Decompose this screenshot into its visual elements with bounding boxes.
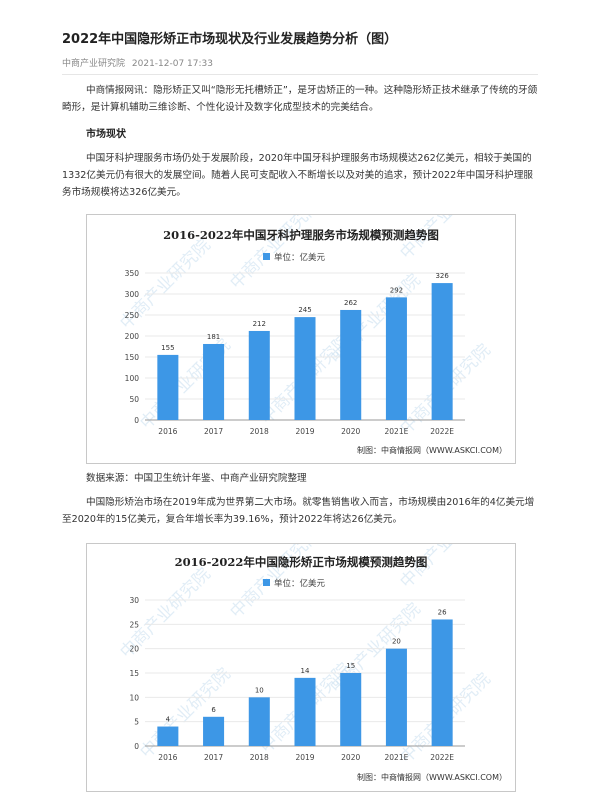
aligner-market-chart-svg: 中商产业研究院中商产业研究院中商产业研究院中商产业研究院中商产业研究院中商产业研… bbox=[116, 544, 507, 782]
bar-value-label: 292 bbox=[390, 286, 403, 294]
y-tick-label: 5 bbox=[134, 718, 139, 727]
y-tick-label: 15 bbox=[129, 669, 139, 678]
bar-2020 bbox=[340, 673, 362, 746]
y-tick-label: 200 bbox=[125, 332, 140, 341]
y-tick-label: 20 bbox=[129, 645, 139, 654]
article-source[interactable]: 中商产业研究院 bbox=[62, 59, 126, 69]
y-tick-label: 150 bbox=[125, 353, 140, 362]
x-tick-label: 2017 bbox=[204, 753, 223, 762]
chart-legend: 单位：亿美元 bbox=[263, 578, 326, 589]
bar-2017 bbox=[203, 716, 225, 746]
x-tick-label: 2021E bbox=[385, 753, 409, 762]
bar-2020 bbox=[340, 309, 362, 420]
bar-value-label: 15 bbox=[346, 662, 355, 670]
bar-value-label: 6 bbox=[211, 706, 216, 714]
x-tick-label: 2017 bbox=[204, 427, 223, 436]
y-tick-label: 30 bbox=[129, 596, 139, 605]
bar-2021E bbox=[385, 648, 407, 746]
legend-swatch bbox=[263, 579, 270, 586]
chart-title: 2016-2022年中国隐形矫正市场规模预测趋势图 bbox=[175, 555, 428, 569]
x-tick-label: 2020 bbox=[341, 753, 360, 762]
bar-2019 bbox=[294, 317, 316, 420]
bar-value-label: 20 bbox=[392, 638, 401, 646]
article-date: 2021-12-07 17:33 bbox=[131, 59, 213, 69]
x-tick-label: 2016 bbox=[158, 753, 177, 762]
section-heading: 市场现状 bbox=[86, 129, 126, 140]
y-tick-label: 100 bbox=[125, 374, 140, 383]
bar-value-label: 262 bbox=[344, 299, 357, 307]
y-tick-label: 25 bbox=[129, 620, 139, 629]
data-source-note: 数据来源：中国卫生统计年鉴、中商产业研究院整理 bbox=[86, 473, 307, 484]
legend-swatch bbox=[263, 253, 270, 260]
bar-value-label: 14 bbox=[301, 667, 310, 675]
y-tick-label: 0 bbox=[134, 416, 139, 425]
x-tick-label: 2019 bbox=[295, 427, 314, 436]
chart-credit: 制图：中商情报网（WWW.ASKCI.COM） bbox=[357, 445, 507, 455]
x-tick-label: 2020 bbox=[341, 427, 360, 436]
chart-legend: 单位：亿美元 bbox=[263, 252, 326, 263]
title-divider bbox=[62, 74, 538, 75]
y-tick-label: 0 bbox=[134, 742, 139, 751]
aligner-paragraph: 中国隐形矫治市场在2019年成为世界第二大市场。就零售销售收入而言，市场规模由2… bbox=[62, 497, 535, 525]
dental-market-chart: 中商产业研究院中商产业研究院中商产业研究院中商产业研究院中商产业研究院中商产业研… bbox=[86, 214, 516, 464]
bar-value-label: 181 bbox=[207, 333, 220, 341]
aligner-market-chart: 中商产业研究院中商产业研究院中商产业研究院中商产业研究院中商产业研究院中商产业研… bbox=[86, 543, 516, 792]
x-tick-label: 2019 bbox=[295, 753, 314, 762]
x-tick-label: 2018 bbox=[250, 753, 269, 762]
y-tick-label: 10 bbox=[129, 693, 139, 702]
bar-2022E bbox=[431, 283, 453, 420]
y-tick-label: 300 bbox=[125, 290, 140, 299]
x-tick-label: 2018 bbox=[250, 427, 269, 436]
bar-2016 bbox=[157, 354, 179, 420]
bar-2016 bbox=[157, 726, 179, 746]
legend-label: 单位：亿美元 bbox=[274, 252, 326, 263]
bar-value-label: 4 bbox=[166, 716, 171, 724]
y-tick-label: 350 bbox=[125, 269, 140, 278]
article-title: 2022年中国隐形矫正市场现状及行业发展趋势分析（图） bbox=[62, 32, 398, 47]
bar-value-label: 10 bbox=[255, 686, 264, 694]
bar-value-label: 245 bbox=[298, 306, 311, 314]
bar-value-label: 212 bbox=[253, 320, 266, 328]
bar-value-label: 326 bbox=[435, 272, 449, 280]
bar-2022E bbox=[431, 619, 453, 746]
dental-market-chart-svg: 中商产业研究院中商产业研究院中商产业研究院中商产业研究院中商产业研究院中商产业研… bbox=[116, 215, 507, 455]
market-paragraph: 中国牙科护理服务市场仍处于发展阶段，2020年中国牙科护理服务市场规模达262亿… bbox=[62, 153, 533, 198]
article-meta: 中商产业研究院 2021-12-07 17:33 bbox=[62, 58, 217, 70]
bar-value-label: 26 bbox=[438, 608, 447, 616]
x-tick-label: 2021E bbox=[385, 427, 409, 436]
y-tick-label: 50 bbox=[129, 395, 139, 404]
bar-2019 bbox=[294, 677, 316, 746]
watermark-text: 中商产业研究院 bbox=[136, 664, 234, 762]
chart-credit: 制图：中商情报网（WWW.ASKCI.COM） bbox=[357, 772, 507, 782]
bar-2021E bbox=[385, 297, 407, 420]
bar-value-label: 155 bbox=[161, 344, 174, 352]
x-tick-label: 2016 bbox=[158, 427, 177, 436]
legend-label: 单位：亿美元 bbox=[274, 578, 326, 589]
bar-2017 bbox=[203, 343, 225, 420]
chart-title: 2016-2022年中国牙科护理服务市场规模预测趋势图 bbox=[163, 228, 439, 242]
x-tick-label: 2022E bbox=[430, 427, 454, 436]
bar-2018 bbox=[248, 697, 270, 746]
x-tick-label: 2022E bbox=[430, 753, 454, 762]
y-tick-label: 250 bbox=[125, 311, 140, 320]
intro-paragraph: 中商情报网讯：隐形矫正又叫“隐形无托槽矫正”，是牙齿矫正的一种。这种隐形矫正技术… bbox=[62, 85, 538, 113]
bar-2018 bbox=[248, 330, 270, 420]
